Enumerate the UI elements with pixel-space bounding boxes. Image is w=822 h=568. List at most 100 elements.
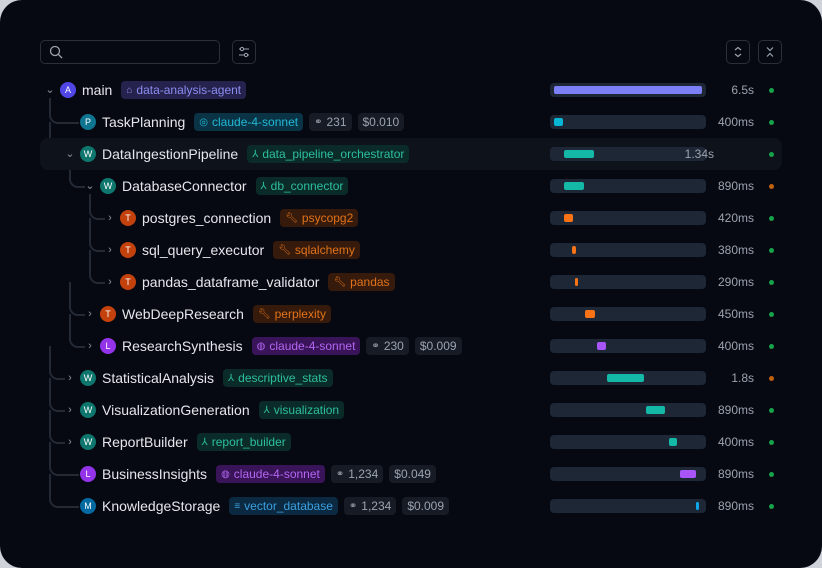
wrench-icon: 🔧︎ [278,244,291,256]
avatar: W [80,146,96,162]
span-name: VisualizationGeneration [102,402,250,418]
status-dot [769,312,774,317]
trace-row[interactable]: › W VisualizationGeneration ⅄ visualization 8… [0,394,822,426]
trace-row[interactable]: P TaskPlanning ◎ claude-4-sonnet ⚭ 231 $0.010 4… [0,106,822,138]
target-icon: ◎ [199,116,209,128]
chevron-down-icon[interactable]: ⌄ [45,84,55,96]
trace-row[interactable]: L BusinessInsights ◍ claude-4-sonnet ⚭ 1,234 $… [0,458,822,490]
type-badge: ◎ claude-4-sonnet [194,113,304,131]
status-dot [769,504,774,509]
timeline-track [550,275,706,289]
timeline-bar [554,86,702,94]
expand-all-button[interactable] [726,40,750,64]
duration: 400ms [717,339,754,353]
span-name: WebDeepResearch [122,306,244,322]
timeline-bar [596,342,606,350]
timeline-bar [679,470,697,478]
avatar: M [80,498,96,514]
wrench-icon: 🔧︎ [333,276,347,288]
avatar: W [100,178,116,194]
status-dot [769,440,774,445]
sliders-icon [239,46,249,58]
wrench-icon: 🔧︎ [285,212,298,224]
filter-button[interactable] [232,40,256,64]
cost-badge: $0.009 [402,497,450,515]
avatar: T [120,210,136,226]
cost-badge: $0.049 [389,465,436,483]
span-name: TaskPlanning [102,114,186,130]
trace-row[interactable]: ⌄ W DataIngestionPipeline ⅄ data_pipeline_or… [40,138,782,170]
avatar: T [120,274,136,290]
status-dot [769,88,774,93]
badge-label: data_pipeline_orchestrator [262,147,405,161]
status-dot [769,376,774,381]
badge-label: data-analysis-agent [136,83,242,97]
status-dot [769,184,774,189]
type-badge: ⌂ data-analysis-agent [121,81,247,99]
span-name: BusinessInsights [102,466,208,482]
chevron-right-icon[interactable]: › [88,340,92,352]
workflow-icon: ⅄ [252,148,259,160]
duration: 290ms [717,275,754,289]
chevron-right-icon[interactable]: › [68,404,72,416]
timeline-track [550,467,706,481]
span-name: ResearchSynthesis [122,338,243,354]
span-name: ReportBuilder [102,434,188,450]
trace-row[interactable]: › W StatisticalAnalysis ⅄ descriptive_stats 1… [0,362,822,394]
timeline-track [550,115,706,129]
tree-connector [69,162,85,188]
avatar: L [100,338,116,354]
timeline-track [550,435,706,449]
duration: 890ms [717,403,754,417]
link-icon: ⚭ [371,340,380,352]
trace-row[interactable]: › L ResearchSynthesis ◍ claude-4-sonnet ⚭ 230 $… [0,330,822,362]
search-input[interactable] [40,40,220,64]
workflow-icon: ⅄ [260,180,267,192]
span-name: DatabaseConnector [122,178,247,194]
duration: 6.5s [731,83,754,97]
chevron-right-icon[interactable]: › [108,244,112,256]
timeline-bar [645,406,665,414]
trace-row[interactable]: ⌄ W DatabaseConnector ⅄ db_connector 890ms [0,170,822,202]
tree-connector [89,250,105,284]
tree-connector [49,442,79,476]
chevron-right-icon[interactable]: › [68,436,72,448]
trace-row[interactable]: › W ReportBuilder ⅄ report_builder 400ms [0,426,822,458]
span-name: pandas_dataframe_validator [142,274,320,290]
token-value: 231 [326,115,347,129]
type-badge: 🔧︎ perplexity [252,305,331,323]
chevron-down-icon[interactable]: ⌄ [85,180,95,192]
token-value: 1,234 [348,467,379,481]
avatar: T [100,306,116,322]
chevron-right-icon[interactable]: › [68,372,72,384]
trace-row[interactable]: › T WebDeepResearch 🔧︎ perplexity 450ms [0,298,822,330]
avatar: T [120,242,136,258]
duration: 890ms [717,179,754,193]
chevron-right-icon[interactable]: › [108,276,112,288]
span-name: StatisticalAnalysis [102,370,215,386]
trace-row[interactable]: M KnowledgeStorage ≡ vector_database ⚭ 1,234 $… [0,490,822,522]
badge-label: db_connector [270,179,344,193]
duration: 450ms [717,307,754,321]
avatar: W [80,402,96,418]
status-dot [769,248,774,253]
type-badge: ◍ claude-4-sonnet [216,465,325,483]
chevron-down-icon[interactable]: ⌄ [65,148,75,160]
status-dot [769,344,774,349]
timeline-bar [564,150,594,158]
type-badge: 🔧︎ sqlalchemy [273,241,360,259]
span-name: main [82,82,113,98]
duration: 1.34s [684,147,714,161]
avatar: P [80,114,96,130]
badge-label: perplexity [274,307,326,321]
collapse-all-button[interactable] [758,40,782,64]
chevron-right-icon[interactable]: › [88,308,92,320]
badge-label: sqlalchemy [294,243,355,257]
brain-icon: ◍ [221,468,230,480]
chevron-right-icon[interactable]: › [108,212,112,224]
token-value: 1,234 [361,499,392,513]
